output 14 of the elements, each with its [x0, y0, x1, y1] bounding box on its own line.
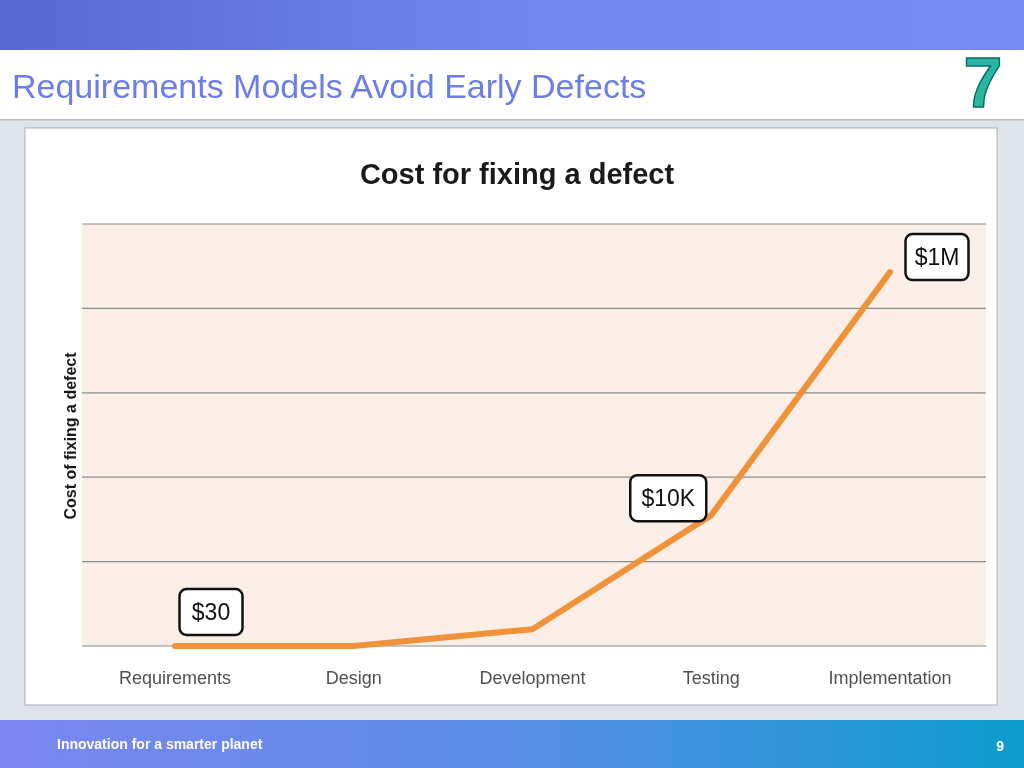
text: 7 [963, 44, 1003, 122]
annotation: $1M [914, 244, 960, 271]
annotation: $30 [191, 599, 231, 625]
y-axis-title: Cost of fixing a defect [62, 351, 79, 520]
x-tick-label: Testing [682, 668, 740, 688]
x-tick-label: Development [479, 668, 586, 688]
x-tick-label: Requirements [118, 668, 232, 688]
chart-subtitle: Cost for fixing a defect [359, 158, 675, 190]
annotation: $10K [641, 485, 696, 512]
text: Innovation for a smarter planet [57, 736, 263, 752]
x-tick-label: Implementation [828, 668, 952, 688]
text: 9 [996, 738, 1005, 754]
chart-title: Requirements Models Avoid Early Defects [12, 67, 647, 105]
x-tick-label: Design [325, 668, 382, 688]
